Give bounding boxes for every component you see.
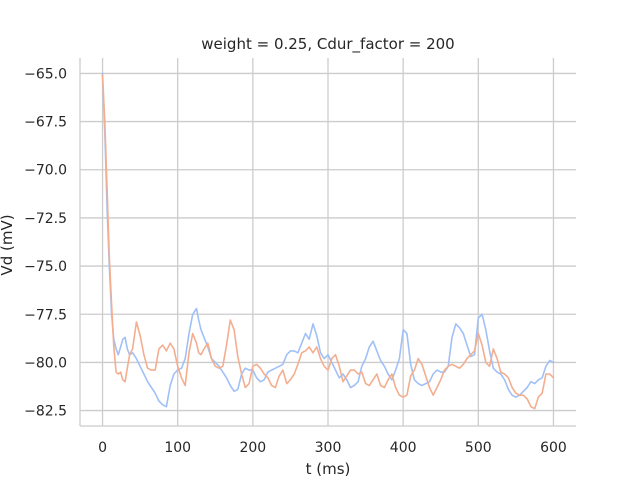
y-tick-label: −70.0	[24, 163, 67, 179]
y-tick-label: −65.0	[24, 66, 67, 82]
y-tick-label: −75.0	[24, 259, 67, 275]
axis-spines	[79, 58, 576, 427]
y-tick-label: −80.0	[24, 355, 67, 371]
series-layer	[101, 72, 555, 410]
chart-title: weight = 0.25, Cdur_factor = 200	[201, 35, 454, 54]
y-axis-label: Vd (mV)	[0, 214, 16, 275]
y-tick-label: −77.5	[24, 307, 67, 323]
y-tick-label: −72.5	[24, 211, 67, 227]
x-tick-labels: 0 100 200 300 400 500 600	[98, 440, 567, 456]
x-tick-label: 200	[239, 440, 266, 456]
series-line-1	[101, 72, 555, 408]
x-tick-label: 300	[315, 440, 342, 456]
x-gridlines	[101, 58, 555, 426]
x-tick-label: 100	[164, 440, 191, 456]
x-axis-label: t (ms)	[306, 460, 351, 478]
x-tick-label: 400	[390, 440, 417, 456]
y-gridlines	[80, 72, 576, 412]
y-tick-labels: −65.0 −67.5 −70.0 −72.5 −75.0 −77.5 −80.0 −82.5	[24, 66, 67, 419]
series-line-2	[101, 74, 555, 410]
x-tick-label: 0	[98, 440, 107, 456]
x-tick-label: 600	[540, 440, 567, 456]
y-tick-label: −82.5	[24, 404, 67, 420]
y-tick-label: −67.5	[24, 115, 67, 131]
x-tick-label: 500	[465, 440, 492, 456]
